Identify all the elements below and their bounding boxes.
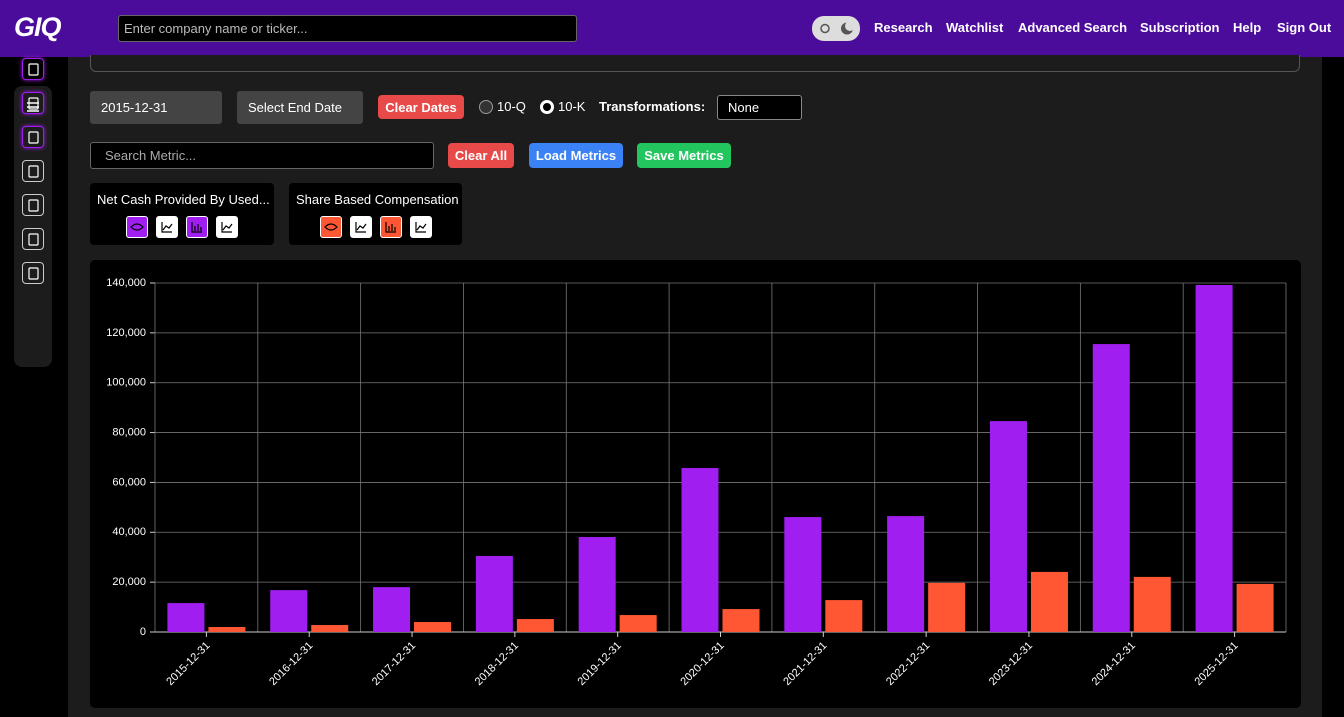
- nav-link[interactable]: Subscription: [1140, 20, 1220, 35]
- nav-link[interactable]: Help: [1233, 20, 1262, 35]
- sidebar: [14, 58, 52, 367]
- bar: [825, 600, 863, 632]
- bar: [784, 517, 822, 632]
- sidebar-icon[interactable]: [22, 262, 44, 284]
- nav-link[interactable]: Sign Out: [1277, 20, 1332, 35]
- metric-card-title: Net Cash Provided By Used...: [97, 192, 270, 207]
- bar: [619, 615, 657, 632]
- nav-link[interactable]: Research: [874, 20, 933, 35]
- clear-all-button[interactable]: Clear All: [448, 143, 514, 168]
- metric-card-icon[interactable]: [349, 216, 372, 238]
- metric-card-icon[interactable]: [126, 216, 148, 238]
- search-bar-remnant: [90, 55, 1300, 72]
- y-tick-label: 80,000: [112, 426, 146, 438]
- metric-card-title: Share Based Compensation: [296, 192, 459, 207]
- metric-card-icon[interactable]: [379, 216, 402, 238]
- bar: [167, 603, 205, 632]
- bar: [373, 587, 411, 632]
- sidebar-icon[interactable]: [22, 126, 44, 148]
- transformation-select[interactable]: None: [717, 95, 802, 120]
- y-tick-label: 60,000: [112, 476, 146, 488]
- end-date-select[interactable]: Select End Date: [237, 91, 363, 124]
- bar: [887, 516, 925, 632]
- radio-10k[interactable]: [540, 100, 554, 114]
- bar: [208, 627, 246, 632]
- bar: [1195, 284, 1233, 632]
- theme-toggle[interactable]: [812, 16, 860, 41]
- y-tick-label: 40,000: [112, 526, 146, 538]
- y-tick-label: 20,000: [112, 576, 146, 588]
- chart: 0 20,000 40,000 60,000 80,000 100,000 120,000 1…: [90, 260, 1301, 708]
- y-tick-label: 120,000: [106, 327, 146, 339]
- radio-label: 10-K: [558, 99, 586, 114]
- metric-card-icon[interactable]: [186, 216, 208, 238]
- icon-glyph: [130, 223, 144, 231]
- icon-glyph: [28, 165, 39, 178]
- y-tick-label: 100,000: [106, 377, 146, 389]
- icon-glyph: [28, 63, 39, 76]
- bar: [1133, 576, 1171, 632]
- bar: [989, 421, 1027, 632]
- metric-card: [90, 183, 274, 245]
- save-metrics-button[interactable]: Save Metrics: [637, 143, 731, 168]
- logo[interactable]: GIQ: [14, 12, 62, 42]
- y-tick-label: 0: [140, 626, 146, 638]
- icon-glyph: [354, 222, 366, 233]
- icon-glyph: [28, 267, 39, 280]
- bar: [681, 467, 719, 632]
- bar: [311, 625, 349, 632]
- bar: [475, 555, 513, 632]
- icon-glyph: [28, 97, 39, 110]
- bar: [414, 622, 452, 632]
- icon-glyph: [191, 222, 202, 233]
- icon-glyph: [414, 222, 426, 233]
- bar: [270, 590, 308, 632]
- bar: [578, 537, 616, 632]
- icon-glyph: [28, 233, 39, 246]
- transformations-label: Transformations:: [599, 99, 706, 114]
- sidebar-icon[interactable]: [22, 160, 44, 182]
- bar: [1092, 344, 1130, 632]
- company-search[interactable]: Enter company name or ticker...: [118, 15, 577, 42]
- sidebar-icon[interactable]: [22, 92, 44, 114]
- bar: [516, 619, 554, 632]
- icon-glyph: [384, 222, 396, 233]
- metric-card-icon[interactable]: [409, 216, 432, 238]
- bar: [928, 582, 966, 632]
- header: GIQ Enter company name or ticker... Rese…: [0, 0, 1344, 57]
- icon-glyph: [28, 131, 39, 144]
- radio-10q[interactable]: [479, 100, 493, 114]
- icon-glyph: [221, 222, 233, 233]
- bar: [722, 609, 760, 632]
- metric-card: [289, 183, 462, 245]
- metric-card-icon[interactable]: [156, 216, 178, 238]
- icon-glyph: [323, 223, 338, 231]
- nav-link[interactable]: Advanced Search: [1018, 20, 1128, 35]
- sidebar-icon[interactable]: [22, 58, 44, 80]
- metric-card-icon[interactable]: [216, 216, 238, 238]
- start-date-select[interactable]: 2015-12-31: [90, 91, 222, 124]
- bar: [1030, 571, 1068, 632]
- sidebar-icon[interactable]: [22, 228, 44, 250]
- clear-dates-button[interactable]: Clear Dates: [378, 95, 464, 119]
- icon-glyph: [161, 222, 173, 233]
- bar: [1236, 583, 1274, 632]
- load-metrics-button[interactable]: Load Metrics: [529, 143, 623, 168]
- metric-card-icon[interactable]: [319, 216, 342, 238]
- nav-link[interactable]: Watchlist: [946, 20, 1004, 35]
- metric-search[interactable]: Search Metric...: [90, 142, 434, 169]
- radio-label: 10-Q: [497, 99, 526, 114]
- y-tick-label: 140,000: [106, 277, 146, 289]
- sidebar-icon[interactable]: [22, 194, 44, 216]
- icon-glyph: [28, 199, 39, 212]
